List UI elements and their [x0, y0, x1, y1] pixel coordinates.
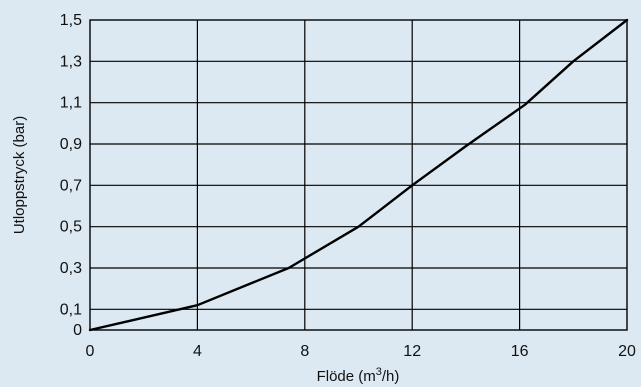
y-tick-label: 0 — [73, 322, 82, 339]
y-axis-label: Utloppstryck (bar) — [11, 116, 28, 234]
x-tick-label: 0 — [86, 343, 95, 360]
x-tick-labels: 0 4 8 12 16 20 — [86, 343, 636, 360]
x-axis-label: Flöde (m3/h) — [317, 366, 400, 385]
y-tick-label: 0,3 — [60, 260, 82, 277]
x-axis-label-sup: 3 — [376, 366, 382, 378]
y-tick-labels: 0 0,1 0,3 0,5 0,7 0,9 1,1 1,3 1,5 — [60, 12, 82, 339]
y-tick-label: 0,9 — [60, 136, 82, 153]
x-tick-label: 16 — [511, 343, 529, 360]
x-tick-label: 4 — [193, 343, 202, 360]
x-tick-label: 20 — [618, 343, 636, 360]
x-axis-label-main: Flöde (m — [317, 368, 376, 385]
x-tick-label: 8 — [300, 343, 309, 360]
y-tick-label: 1,3 — [60, 53, 82, 70]
y-tick-label: 0,1 — [60, 301, 82, 318]
series-group — [88, 18, 629, 332]
series-line — [88, 18, 629, 332]
x-axis-label-suffix: /h) — [382, 368, 400, 385]
y-tick-label: 1,1 — [60, 95, 82, 112]
y-tick-label: 1,5 — [60, 12, 82, 29]
grid — [90, 20, 627, 330]
plot-frame — [89, 19, 628, 331]
y-tick-label: 0,7 — [60, 177, 82, 194]
x-tick-label: 12 — [403, 343, 421, 360]
y-tick-label: 0,5 — [60, 219, 82, 236]
